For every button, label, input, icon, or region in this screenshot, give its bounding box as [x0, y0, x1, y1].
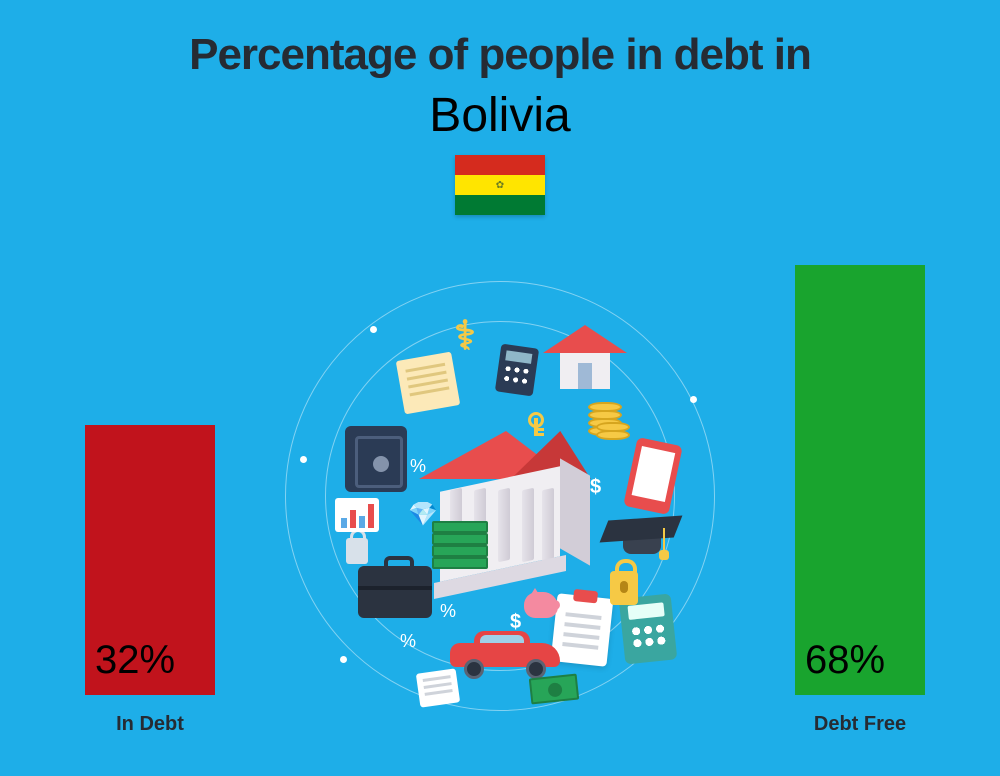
safe-icon [345, 426, 407, 492]
flag-stripe-bottom [455, 195, 545, 215]
country-name: Bolivia [0, 88, 1000, 143]
coins-icon [580, 396, 630, 446]
calculator-small-icon [495, 344, 539, 397]
percent-icon: % [440, 601, 456, 622]
bar-value-left: 32% [95, 638, 175, 683]
document-icon [416, 668, 460, 707]
caduceus-icon: ⚕ [450, 306, 480, 366]
cash-stack-icon [430, 521, 490, 569]
house-icon [550, 331, 620, 391]
dollar-sign-icon: $ [510, 611, 521, 634]
page-title: Percentage of people in debt in [0, 0, 1000, 80]
flag-icon: ✿ [455, 155, 545, 215]
flag-stripe-middle: ✿ [455, 175, 545, 195]
orbit-dot [370, 326, 377, 333]
bar-in-debt: 32% In Debt [70, 425, 230, 736]
dollar-sign-icon: $ [590, 476, 601, 499]
briefcase-icon [358, 566, 432, 618]
content-area: 32% In Debt 68% Debt Free [0, 256, 1000, 736]
dollar-bill-icon [529, 674, 579, 705]
padlock-gold-icon [610, 571, 638, 605]
padlock-grey-icon [346, 538, 368, 564]
flag-stripe-top [455, 155, 545, 175]
bar-value-right: 68% [805, 638, 885, 683]
graduation-cap-icon [605, 518, 677, 562]
clipboard-icon [551, 593, 614, 666]
car-icon [450, 631, 560, 679]
percent-icon: % [410, 456, 426, 477]
piggy-bank-icon [524, 592, 558, 618]
bar-rect-left: 32% [85, 425, 215, 695]
bar-label-left: In Debt [70, 713, 230, 736]
orbit-dot [690, 396, 697, 403]
key-icon [528, 404, 544, 436]
diamond-icon: 💎 [408, 500, 438, 529]
bar-label-right: Debt Free [780, 713, 940, 736]
document-stack-icon [396, 352, 461, 415]
finance-illustration: 🏛 ⚕ 💎 $ $ % % % [280, 276, 720, 716]
bar-debt-free: 68% Debt Free [780, 265, 940, 736]
bar-rect-right: 68% [795, 265, 925, 695]
barchart-icon [335, 498, 379, 532]
percent-icon: % [400, 631, 416, 652]
orbit-dot [300, 456, 307, 463]
orbit-dot [340, 656, 347, 663]
